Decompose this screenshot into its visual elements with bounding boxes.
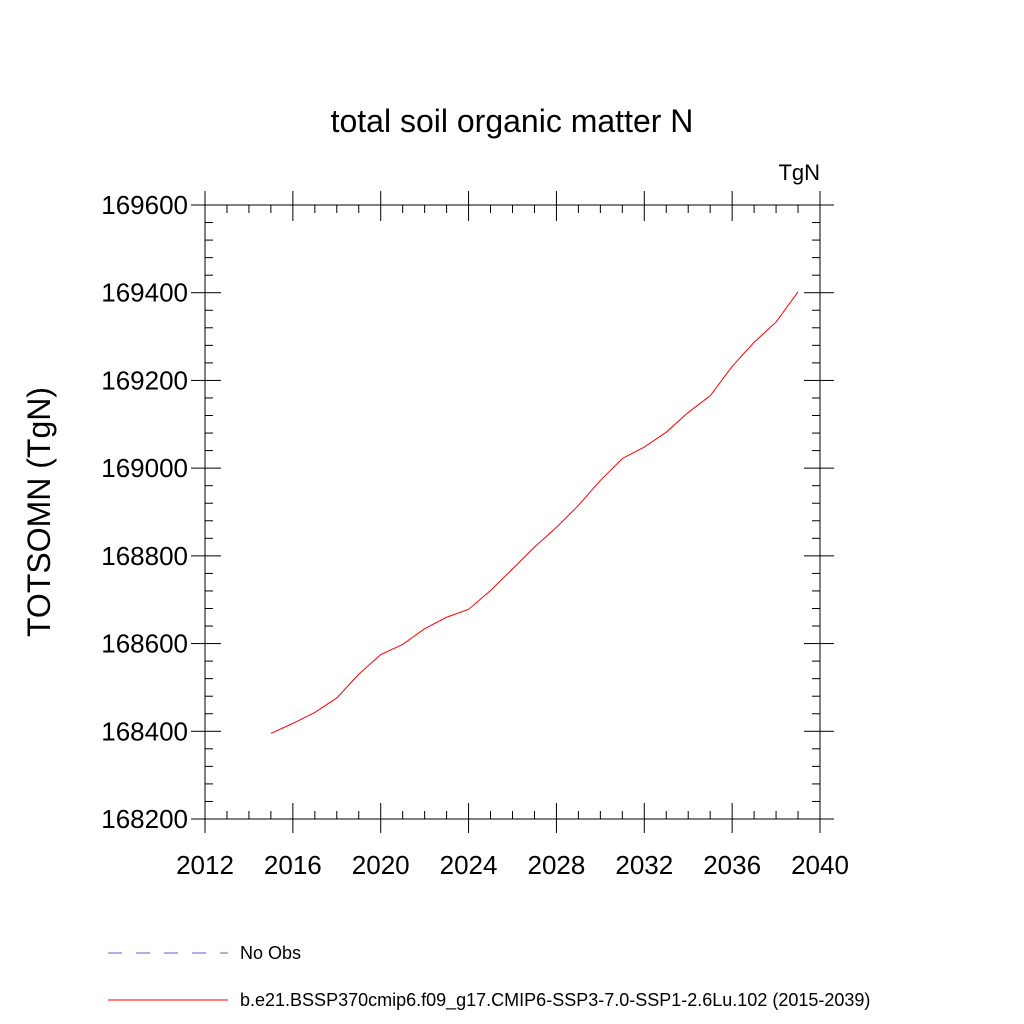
y-tick-label: 169200 <box>101 365 188 395</box>
y-tick-label: 169400 <box>101 278 188 308</box>
y-tick-label: 169600 <box>101 190 188 220</box>
series-layer <box>270 291 799 734</box>
legend-label: No Obs <box>240 943 301 963</box>
x-tick-label: 2028 <box>528 850 586 880</box>
x-tick-label: 2040 <box>791 850 849 880</box>
legend: No Obs b.e21.BSSP370cmip6.f09_g17.CMIP6-S… <box>108 943 870 1011</box>
y-tick-label: 168800 <box>101 541 188 571</box>
y-tick-label: 168600 <box>101 629 188 659</box>
x-tick-label: 2012 <box>176 850 234 880</box>
y-tick-label: 169000 <box>101 453 188 483</box>
x-tick-label: 2036 <box>703 850 761 880</box>
x-tick-label: 2016 <box>264 850 322 880</box>
x-tick-label: 2024 <box>440 850 498 880</box>
plot-frame <box>204 204 821 820</box>
chart-title: total soil organic matter N <box>331 103 694 139</box>
units-label: TgN <box>778 160 820 185</box>
x-tick-label: 2032 <box>615 850 673 880</box>
tick-layer: 2012 2016 2020 2024 2028 2032 2036 2040 168200 16… <box>101 190 849 880</box>
x-tick-label: 2020 <box>352 850 410 880</box>
series-line <box>270 291 799 734</box>
y-axis-label: TOTSOMN (TgN) <box>21 387 57 637</box>
legend-label: b.e21.BSSP370cmip6.f09_g17.CMIP6-SSP3-7.… <box>240 990 870 1011</box>
y-tick-label: 168200 <box>101 804 188 834</box>
y-tick-label: 168400 <box>101 716 188 746</box>
